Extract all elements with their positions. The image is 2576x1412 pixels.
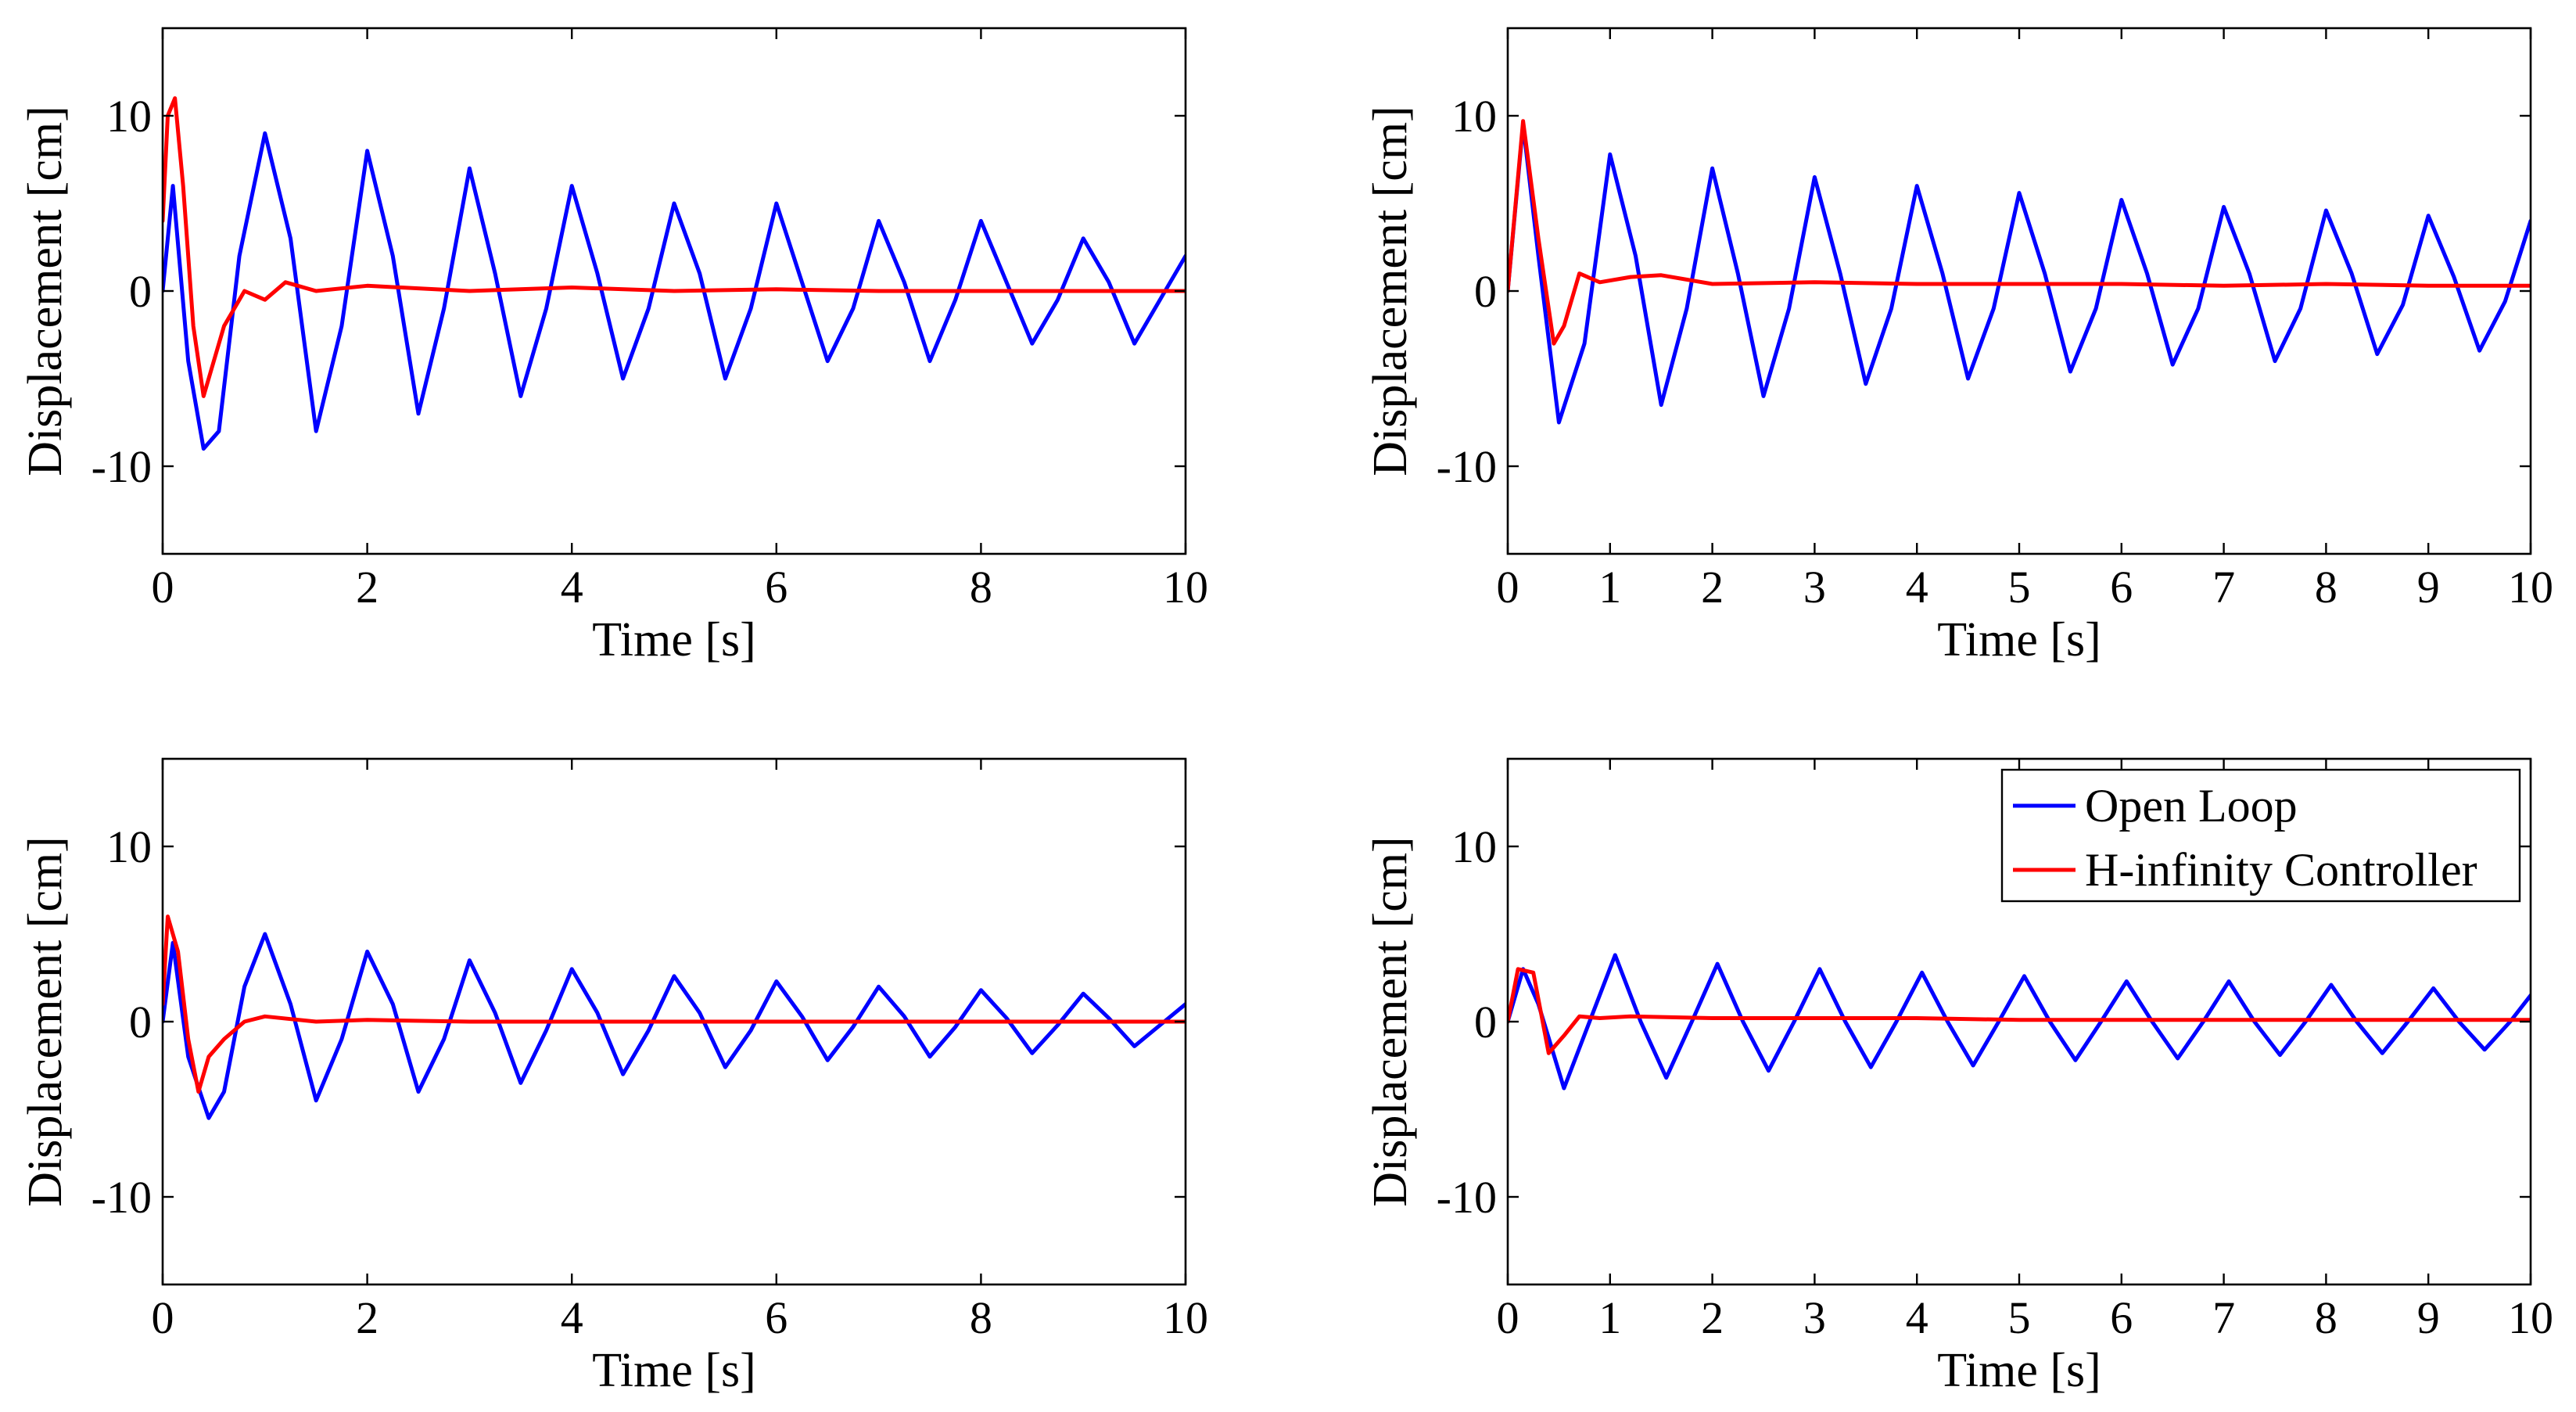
x-tick-label: 2 — [356, 1292, 379, 1343]
series-line-open-loop — [163, 932, 1186, 1120]
chart-panel-top-right: 0 1 2 3 4 5 6 7 8 9 10 -10 0 10 Time [s] Displacement [… — [1364, 27, 2553, 666]
y-axis-label: Displacement [cm] — [1364, 106, 1417, 476]
y-tick-label: 0 — [1474, 997, 1497, 1047]
chart-panel-top-left: 0 2 4 6 8 10 -10 0 10 Time [s] Displacement [cm] — [19, 27, 1208, 666]
y-tick-label: 10 — [1451, 821, 1497, 872]
series-line-h-infinity — [163, 96, 1186, 398]
y-tick-label: -10 — [1437, 1172, 1497, 1223]
x-tick-label: 10 — [1163, 562, 1208, 613]
x-tick-label: 2 — [1701, 1292, 1724, 1343]
chart-panel-bottom-left: 0 2 4 6 8 10 -10 0 10 Time [s] Displacement [cm] — [19, 757, 1208, 1397]
y-tick-label: -10 — [1437, 441, 1497, 492]
x-axis-label: Time [s] — [1937, 1344, 2101, 1397]
x-tick-label: 5 — [2008, 562, 2031, 613]
y-tick-label: 10 — [1451, 91, 1497, 142]
y-tick-label: 0 — [129, 997, 152, 1047]
legend-box — [2000, 768, 2521, 903]
x-tick-label: 9 — [2417, 1292, 2440, 1343]
x-tick-label: 4 — [561, 1292, 583, 1343]
series-group — [1508, 119, 2531, 425]
legend-label: H-infinity Controller — [2085, 844, 2477, 896]
series-line-h-infinity — [1508, 967, 2531, 1055]
x-tick-label: 6 — [2110, 1292, 2133, 1343]
x-tick-label: 5 — [2008, 1292, 2031, 1343]
chart-panel-bottom-right: 0 1 2 3 4 5 6 7 8 9 10 -10 0 10 Time [s] Displacement [… — [1364, 757, 2553, 1397]
series-line-open-loop — [1508, 953, 2531, 1090]
series-line-h-infinity — [163, 914, 1186, 1094]
series-line-h-infinity — [1508, 119, 2531, 346]
y-axis-label: Displacement [cm] — [1364, 836, 1417, 1206]
x-tick-label: 3 — [1803, 562, 1826, 613]
x-tick-label: 8 — [2315, 1292, 2337, 1343]
y-tick-label: 10 — [106, 821, 152, 872]
x-tick-label: 6 — [765, 1292, 788, 1343]
series-group — [163, 96, 1186, 451]
y-tick-label: 0 — [1474, 266, 1497, 317]
series-line-open-loop — [1508, 122, 2531, 425]
series-line-open-loop — [163, 131, 1186, 451]
x-tick-label: 6 — [2110, 562, 2133, 613]
x-tick-label: 0 — [152, 562, 174, 613]
x-tick-label: 2 — [1701, 562, 1724, 613]
x-tick-label: 10 — [2508, 562, 2553, 613]
y-axis-label: Displacement [cm] — [19, 106, 72, 476]
y-tick-label: 10 — [106, 91, 152, 142]
y-tick-label: 0 — [129, 266, 152, 317]
x-axis-label: Time [s] — [592, 1344, 756, 1397]
x-tick-label: 7 — [2212, 562, 2235, 613]
x-tick-label: 0 — [1497, 562, 1519, 613]
x-tick-label: 4 — [561, 562, 583, 613]
x-tick-label: 8 — [2315, 562, 2337, 613]
y-tick-label: -10 — [91, 441, 152, 492]
x-tick-label: 0 — [1497, 1292, 1519, 1343]
legend-label: Open Loop — [2085, 780, 2298, 832]
x-tick-label: 4 — [1906, 1292, 1928, 1343]
x-tick-label: 8 — [970, 562, 992, 613]
x-axis-label: Time [s] — [1937, 613, 2101, 666]
x-axis-label: Time [s] — [592, 613, 756, 666]
x-tick-label: 9 — [2417, 562, 2440, 613]
x-tick-label: 6 — [765, 562, 788, 613]
x-tick-label: 8 — [970, 1292, 992, 1343]
y-axis-label: Displacement [cm] — [19, 836, 72, 1206]
x-tick-label: 10 — [2508, 1292, 2553, 1343]
x-tick-label: 2 — [356, 562, 379, 613]
series-group — [1508, 953, 2531, 1090]
x-tick-label: 7 — [2212, 1292, 2235, 1343]
x-tick-label: 1 — [1598, 1292, 1621, 1343]
series-group — [163, 914, 1186, 1120]
y-tick-label: -10 — [91, 1172, 152, 1223]
x-tick-label: 0 — [152, 1292, 174, 1343]
x-tick-label: 10 — [1163, 1292, 1208, 1343]
legend: Open Loop H-infinity Controller — [2000, 768, 2521, 903]
x-tick-label: 1 — [1598, 562, 1621, 613]
x-tick-label: 3 — [1803, 1292, 1826, 1343]
x-tick-label: 4 — [1906, 562, 1928, 613]
